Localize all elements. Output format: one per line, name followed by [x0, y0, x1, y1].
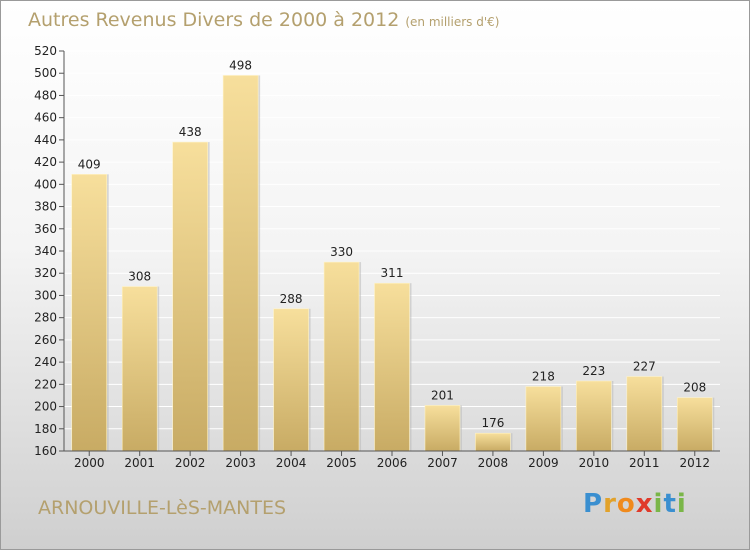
y-tick-label: 400	[34, 177, 57, 191]
logo-letter: x	[635, 489, 654, 519]
data-label: 218	[532, 370, 555, 384]
data-label: 288	[280, 292, 303, 306]
bar	[273, 308, 309, 452]
data-label: 330	[330, 245, 353, 259]
x-tick-label: 2008	[478, 456, 509, 470]
bar	[676, 397, 713, 452]
data-labels: 409 308 438 498 288 330 311 201 176 218 223 227 208	[78, 58, 706, 430]
data-label: 208	[683, 381, 706, 395]
chart-title-text: Autres Revenus Divers de 2000 à 2012	[28, 9, 400, 31]
x-tick-label: 2006	[377, 456, 408, 470]
bars	[71, 75, 715, 452]
y-tick-label: 200	[34, 400, 57, 414]
y-tick-label: 260	[34, 333, 57, 347]
y-tick-label: 440	[34, 133, 57, 147]
logo-letter: i	[676, 489, 687, 519]
bar	[475, 432, 511, 452]
logo-letter: o	[616, 489, 636, 519]
y-tick-label: 340	[34, 244, 57, 258]
bar	[222, 75, 259, 452]
bar	[121, 286, 158, 452]
y-tick-label: 240	[34, 355, 57, 369]
bar	[172, 141, 208, 452]
data-label: 227	[633, 360, 656, 374]
y-axis: 160 180 200 220 240 260 280 300 320 340 360 380 400 4…	[34, 44, 65, 458]
y-tick-label: 320	[34, 266, 57, 280]
y-tick-label: 500	[34, 66, 57, 80]
y-tick-label: 480	[34, 88, 57, 102]
data-label: 498	[229, 58, 252, 72]
bar	[626, 376, 663, 452]
y-tick-label: 380	[34, 200, 57, 214]
bar	[323, 261, 360, 452]
x-axis: 2000 2001 2002 2003 2004 2005 2006 2007 2008 2009…	[64, 450, 720, 470]
data-label: 311	[381, 266, 404, 280]
logo-letter: r	[603, 489, 617, 519]
data-label: 438	[179, 125, 202, 139]
logo-letter: t	[663, 489, 677, 519]
x-tick-label: 2005	[326, 456, 357, 470]
x-tick-label: 2001	[124, 456, 155, 470]
bar	[71, 174, 108, 452]
data-label: 223	[582, 364, 605, 378]
x-tick-label: 2004	[276, 456, 307, 470]
y-tick-label: 300	[34, 288, 57, 302]
y-tick-label: 180	[34, 422, 57, 436]
y-tick-label: 220	[34, 377, 57, 391]
bar	[525, 386, 562, 452]
data-label: 201	[431, 388, 454, 402]
y-tick-label: 280	[34, 311, 57, 325]
proxiti-logo: Proxiti	[583, 489, 687, 519]
commune-name: ARNOUVILLE-LèS-MANTES	[38, 497, 287, 519]
y-tick-label: 460	[34, 111, 57, 125]
x-tick-label: 2009	[528, 456, 559, 470]
x-tick-label: 2007	[427, 456, 458, 470]
y-tick-label: 420	[34, 155, 57, 169]
x-tick-label: 2003	[225, 456, 256, 470]
chart-title: Autres Revenus Divers de 2000 à 2012 (en …	[28, 9, 499, 31]
x-tick-label: 2012	[679, 456, 710, 470]
x-tick-label: 2000	[74, 456, 105, 470]
y-tick-label: 520	[34, 44, 57, 58]
y-tick-label: 160	[34, 444, 57, 458]
x-tick-label: 2010	[579, 456, 610, 470]
chart-unit: (en milliers d'€)	[405, 15, 500, 29]
bar	[374, 282, 410, 452]
logo-letter: i	[653, 489, 664, 519]
data-label: 308	[128, 270, 151, 284]
x-tick-label: 2011	[629, 456, 660, 470]
x-tick-label: 2002	[175, 456, 206, 470]
bar	[576, 380, 612, 452]
bar	[424, 405, 461, 452]
logo-letter: P	[583, 489, 604, 519]
data-label: 409	[78, 157, 101, 171]
data-label: 176	[481, 416, 504, 430]
y-tick-label: 360	[34, 222, 57, 236]
